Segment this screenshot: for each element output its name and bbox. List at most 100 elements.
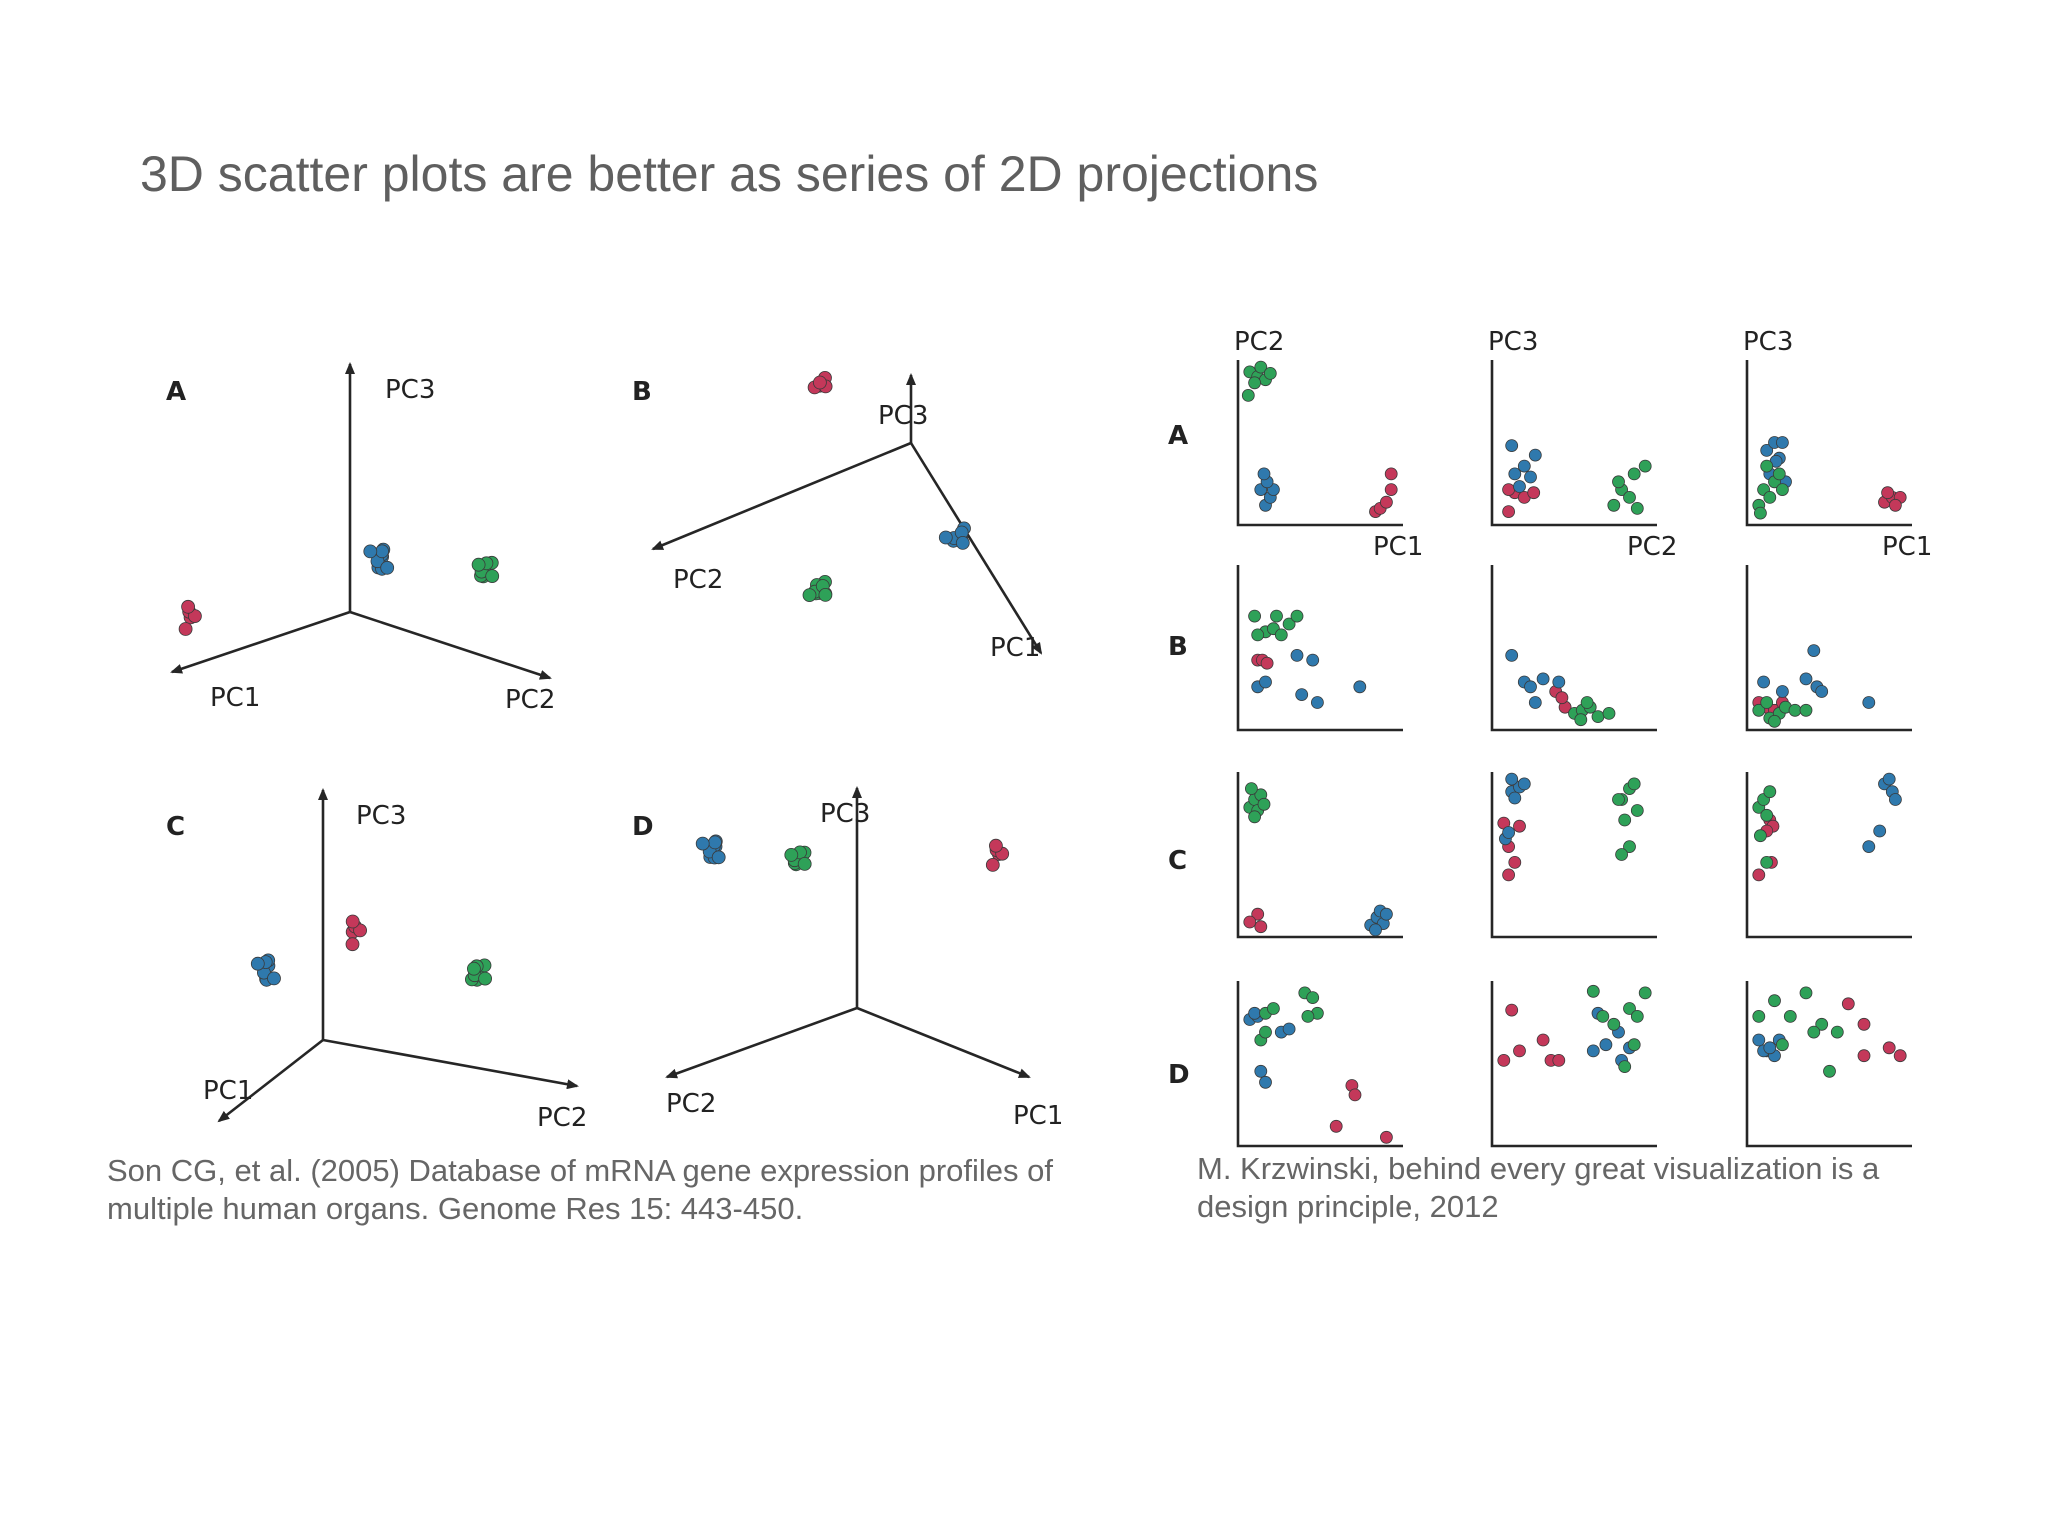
axis-3d-B-second (909, 442, 1043, 655)
axis-3d-D-first (665, 1006, 858, 1079)
point-2d-C-1-green-2 (1630, 804, 1644, 817)
point-2d-D-2-green-6 (1807, 1025, 1821, 1039)
point-3d-C-blue-8 (250, 956, 265, 971)
point-3d-D-red-2 (985, 858, 1000, 872)
point-2d-C-2-green-4 (1754, 829, 1767, 843)
axes-2d-C-2 (1745, 772, 1912, 939)
axis-label-2d-y-1: PC3 (1488, 327, 1538, 357)
axes-2d-B-0 (1236, 565, 1403, 732)
point-2d-C-1-green-3 (1618, 813, 1632, 827)
point-2d-D-2-red-3 (1893, 1049, 1907, 1063)
point-2d-A-1-blue-4 (1528, 448, 1542, 462)
point-2d-D-2-red-0 (1841, 997, 1855, 1011)
point-2d-B-1-blue-4 (1536, 672, 1550, 686)
point-3d-B-blue-7 (955, 536, 970, 550)
point-2d-C-0-green-5 (1257, 797, 1271, 811)
point-3d-C-green-7 (478, 971, 493, 986)
point-2d-B-2-blue-4 (1815, 685, 1829, 698)
point-2d-D-1-green-5 (1630, 1010, 1644, 1023)
point-2d-B-2-green-0 (1752, 703, 1766, 717)
point-3d-D-green-8 (784, 848, 799, 862)
point-2d-A-0-green-2 (1254, 360, 1268, 374)
left-citation: Son CG, et al. (2005) Database of mRNA g… (107, 1152, 1053, 1228)
point-2d-C-1-blue-6 (1502, 826, 1515, 839)
point-2d-A-0-red-2 (1380, 495, 1393, 509)
point-3d-C-blue-7 (267, 971, 281, 986)
point-3d-C-red-3 (353, 923, 368, 938)
right-citation: M. Krzwinski, behind every great visuali… (1197, 1150, 1879, 1226)
point-2d-C-1-red-4 (1502, 868, 1515, 882)
right-citation-line-2: design principle, 2012 (1197, 1189, 1499, 1224)
point-2d-C-2-green-3 (1763, 785, 1777, 799)
point-2d-C-1-green-5 (1623, 840, 1636, 853)
point-2d-D-0-green-6 (1259, 1025, 1272, 1039)
point-2d-D-1-blue-1 (1599, 1038, 1613, 1052)
point-3d-D-green-7 (797, 857, 812, 871)
point-3d-D-red-4 (989, 838, 1003, 853)
point-2d-A-0-green-5 (1248, 376, 1261, 390)
point-2d-A-1-green-4 (1623, 490, 1636, 504)
slide-title: 3D scatter plots are better as series of… (140, 146, 1319, 202)
axis-3d-D-second (856, 1006, 1031, 1079)
axis-label-3d-A-pc2: PC2 (505, 685, 555, 715)
axis-label-3d-B-pc1: PC1 (990, 633, 1040, 663)
point-2d-C-1-blue-3 (1508, 791, 1522, 805)
point-2d-A-1-green-6 (1612, 475, 1625, 489)
point-2d-D-0-green-1 (1267, 1002, 1280, 1015)
point-3d-B-green-7 (818, 588, 833, 602)
point-2d-C-0-red-1 (1254, 920, 1268, 934)
point-2d-D-1-green-6 (1627, 1038, 1641, 1052)
point-2d-D-1-red-5 (1513, 1044, 1526, 1058)
panel-letter-3d-B: B (632, 377, 652, 407)
point-2d-C-2-red-3 (1752, 868, 1766, 882)
point-2d-B-0-blue-3 (1306, 653, 1320, 667)
point-2d-D-0-red-3 (1380, 1130, 1393, 1144)
point-2d-B-1-blue-3 (1528, 696, 1542, 709)
axis-label-3d-B-pc2: PC2 (673, 565, 723, 595)
axis-label-2d-x-1: PC2 (1627, 532, 1677, 562)
left-citation-line-1: Son CG, et al. (2005) Database of mRNA g… (107, 1153, 1053, 1188)
point-2d-D-1-red-2 (1536, 1033, 1550, 1047)
point-2d-D-1-green-7 (1618, 1060, 1632, 1073)
point-3d-C-red-4 (345, 914, 360, 929)
point-2d-A-1-green-5 (1630, 501, 1644, 515)
point-2d-B-2-green-7 (1760, 696, 1774, 709)
point-3d-A-blue-6 (375, 544, 390, 559)
axes-2d-B-2 (1745, 565, 1912, 732)
point-2d-A-1-blue-3 (1505, 439, 1519, 453)
axis-label-3d-D-pc2: PC2 (666, 1089, 716, 1119)
axes-2d-A-0 (1236, 360, 1403, 527)
axis-label-3d-C-pc2: PC2 (537, 1103, 587, 1133)
point-2d-B-2-green-4 (1788, 703, 1802, 717)
point-2d-D-2-green-8 (1823, 1064, 1836, 1078)
axis-3d-A-first (170, 610, 351, 674)
axes-2d-A-1 (1490, 360, 1657, 527)
axis-3d-B-first (651, 441, 912, 551)
panel-letter-3d-D: D (632, 812, 654, 842)
axis-label-2d-y-2: PC3 (1743, 327, 1793, 357)
point-2d-D-0-blue-6 (1259, 1075, 1272, 1089)
point-2d-C-2-blue-3 (1889, 793, 1902, 806)
point-2d-C-2-blue-2 (1882, 772, 1896, 786)
axis-label-3d-D-pc3: PC3 (820, 799, 870, 829)
point-2d-A-0-green-4 (1263, 366, 1277, 380)
point-2d-D-2-green-5 (1830, 1025, 1844, 1039)
point-3d-A-red-3 (187, 609, 202, 623)
point-2d-B-1-blue-2 (1524, 680, 1537, 694)
point-2d-C-2-green-2 (1760, 808, 1774, 822)
point-3d-C-green-8 (466, 961, 481, 976)
point-2d-B-1-green-4 (1602, 707, 1616, 720)
axis-label-3d-A-pc3: PC3 (385, 375, 435, 405)
point-2d-C-1-blue-4 (1517, 777, 1531, 791)
point-3d-A-red-2 (178, 622, 193, 636)
point-2d-D-1-red-1 (1497, 1054, 1511, 1067)
point-2d-A-1-red-4 (1502, 483, 1515, 497)
point-2d-D-2-green-3 (1799, 986, 1813, 1000)
point-2d-D-0-red-1 (1348, 1088, 1362, 1102)
axes-2d-B-1 (1490, 565, 1657, 732)
point-2d-C-1-green-4 (1612, 793, 1625, 806)
point-2d-D-0-blue-4 (1282, 1022, 1296, 1036)
axes-2d-C-0 (1236, 772, 1403, 939)
point-2d-C-0-green-4 (1245, 782, 1258, 795)
